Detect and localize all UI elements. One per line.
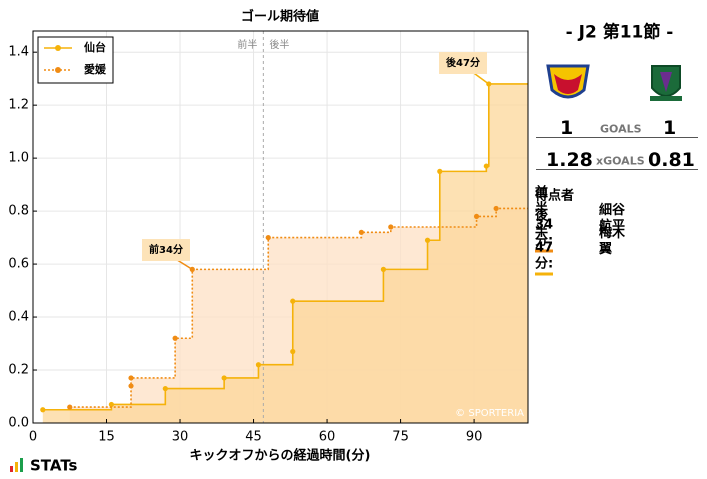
x-axis-label: キックオフからの経過時間(分) [190,448,371,464]
series [40,81,528,413]
x-tick-label: 90 [466,430,483,445]
scorers-title: 得点者 [535,188,575,204]
divider [536,169,698,170]
point [128,383,134,389]
point [380,266,387,272]
point [162,385,168,392]
brand-logo [10,458,23,472]
y-tick-label: 0.2 [8,363,29,378]
x-tick-label: 75 [392,430,409,445]
area [42,83,529,424]
point [108,401,115,408]
away-goals: 1 [663,117,677,139]
series [67,205,528,410]
point [221,375,227,381]
half-label: 後半 [269,38,289,51]
plot-frame [32,30,529,424]
point [437,168,443,174]
y-tick-label: 0.0 [8,416,29,431]
point [255,362,262,368]
y-tick-label: 0.6 [8,257,29,272]
xgoals-label: xGOALS [596,154,645,168]
point [172,335,178,341]
point [483,163,489,169]
point [265,234,271,241]
point [388,224,394,230]
point [67,404,73,410]
legend-box [37,36,114,84]
x-tick-label: 0 [29,430,37,445]
x-tick-label: 60 [319,430,336,445]
half-label: 前半 [237,38,257,51]
brand: STATs [30,457,78,475]
chart-title: ゴール期待値 [241,9,319,25]
x-tick-label: 30 [172,430,189,445]
legend-marker [55,45,61,51]
away-logo [650,65,682,101]
point [424,237,431,243]
y-tick-label: 0.4 [8,310,29,325]
annotation-box [439,52,487,74]
watermark: © SPORTERIA [455,408,524,419]
point [473,213,480,220]
point [493,205,499,212]
y-tick-label: 1.4 [8,45,29,60]
home-xg: 1.28 [546,149,593,171]
point [40,407,46,413]
match-title: - J2 第11節 - [565,22,674,43]
point [290,298,296,304]
away-xg: 0.81 [648,149,695,171]
home-logo [546,64,590,99]
annotation: 前34分 [149,243,183,256]
scorer-time: 後半47分: [535,209,554,276]
y-tick-label: 0.8 [8,204,29,219]
point [290,348,296,355]
annotation-box [142,239,190,261]
x-tick-label: 15 [98,430,115,445]
divider [536,137,698,138]
annotation: 後47分 [446,56,480,69]
scorer-name: 細谷 航平 [599,203,639,234]
y-tick-label: 1.0 [8,151,29,166]
point [128,375,134,381]
x-tick-label: 45 [245,430,262,445]
goals-label: GOALS [600,122,642,136]
y-tick-label: 1.2 [8,98,29,113]
home-goals: 1 [560,117,574,139]
scorer-time: 前半34分: [535,186,554,253]
legend-label: 愛媛 [84,62,107,76]
legend-marker [55,67,61,73]
scorer-name: 梅木 翼 [599,226,639,257]
match-panel: - J2 第11節 - 1 GOALS 1 1.28 xGOALS 0.81 得… [532,0,707,479]
legend-label: 仙台 [84,40,106,54]
point [358,229,364,235]
